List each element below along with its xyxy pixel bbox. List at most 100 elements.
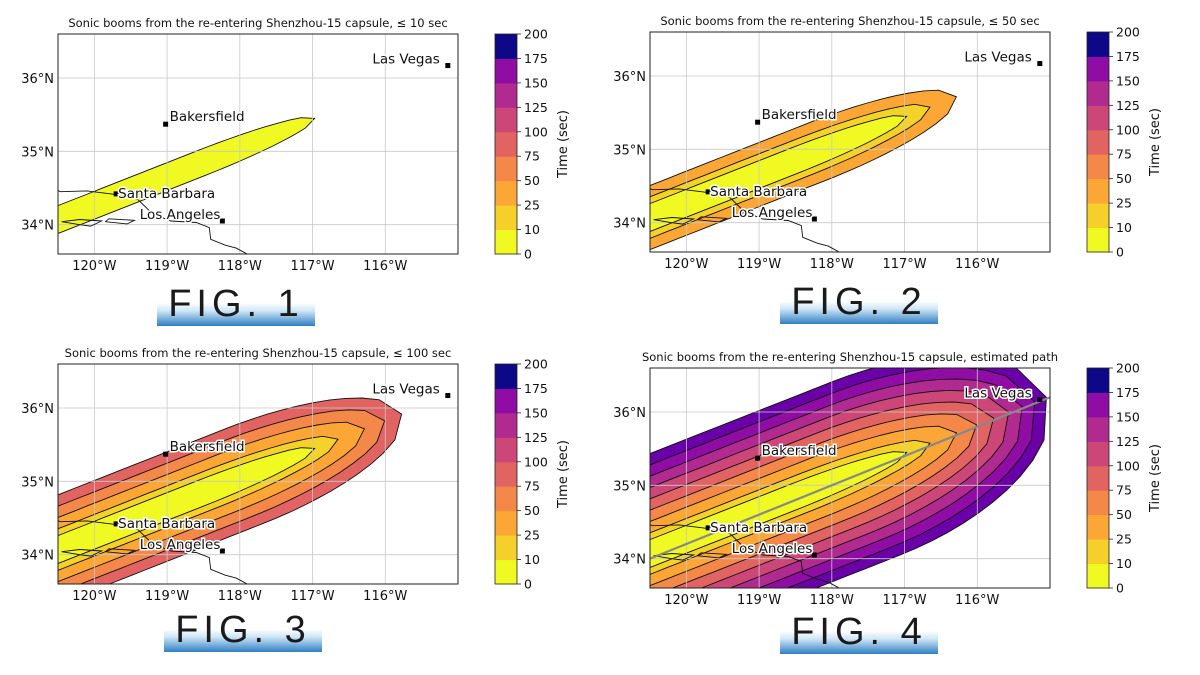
colorbar-segment	[1087, 416, 1109, 442]
city-label: Los Angeles	[732, 541, 813, 557]
y-tick-label: 35°N	[21, 145, 54, 160]
city-label: Los Angeles	[140, 537, 221, 553]
x-tick-label: 117°W	[290, 259, 334, 274]
city-label: Bakersfield	[762, 443, 837, 459]
colorbar-frame	[1086, 31, 1110, 253]
colorbar-tick-label: 125	[1116, 434, 1140, 449]
city-label: Bakersfield	[170, 439, 245, 455]
colorbar-tick-label: 200	[1116, 361, 1140, 376]
colorbar-segment	[1087, 368, 1109, 393]
x-tick-label: 116°W	[955, 593, 999, 608]
city-label: Los Angeles	[140, 207, 221, 223]
colorbar-tick-label: 75	[524, 479, 540, 494]
colorbar-segment	[1087, 32, 1109, 57]
colorbar-tick-label: 175	[1116, 49, 1140, 64]
x-tick-label: 119°W	[145, 589, 189, 604]
colorbar-segment	[1087, 178, 1109, 204]
y-tick-label: 35°N	[21, 475, 54, 490]
colorbar-segment	[1087, 203, 1109, 229]
city-marker	[705, 525, 711, 531]
city-marker	[445, 393, 451, 399]
chart-title: Sonic booms from the re-entering Shenzho…	[65, 346, 452, 360]
city-marker	[113, 521, 119, 527]
x-tick-label: 120°W	[664, 257, 708, 272]
colorbar-tick-label: 100	[1116, 122, 1140, 137]
colorbar-tick-label: 75	[1116, 483, 1132, 498]
chart-title: Sonic booms from the re-entering Shenzho…	[660, 14, 1039, 28]
island-outline	[697, 216, 729, 223]
colorbar-tick-label: 10	[524, 222, 540, 237]
island-outline	[105, 548, 137, 555]
city-label: Las Vegas	[372, 52, 440, 68]
colorbar-tick-label: 175	[1116, 385, 1140, 400]
colorbar-tick-label: 50	[524, 503, 540, 518]
contour-band-10	[58, 117, 316, 235]
colorbar-label: Time (sec)	[1148, 444, 1163, 513]
colorbar-tick-label: 10	[1116, 556, 1132, 571]
colorbar-segment	[495, 461, 517, 487]
island-outline	[653, 217, 696, 225]
island-outline	[61, 219, 104, 227]
plot-frame	[57, 33, 459, 255]
x-tick-label: 116°W	[955, 257, 999, 272]
x-tick-label: 118°W	[810, 593, 854, 608]
colorbar-segment	[495, 107, 517, 133]
chart-panel-fig3: Sonic booms from the re-entering Shenzho…	[20, 342, 600, 604]
colorbar-tick-label: 175	[524, 51, 548, 66]
y-tick-label: 34°N	[613, 217, 646, 232]
colorbar-segment	[495, 535, 517, 561]
colorbar-label: Time (sec)	[1148, 108, 1163, 177]
colorbar-tick-label: 100	[1116, 458, 1140, 473]
colorbar-tick-label: 125	[524, 100, 548, 115]
colorbar-tick-label: 25	[524, 198, 540, 213]
city-marker	[755, 455, 761, 461]
chart-panel-fig2: Sonic booms from the re-entering Shenzho…	[612, 10, 1192, 272]
colorbar-tick-label: 200	[1116, 25, 1140, 40]
colorbar-tick-label: 200	[524, 27, 548, 42]
x-tick-label: 117°W	[882, 257, 926, 272]
colorbar-segment	[1087, 563, 1109, 589]
colorbar-segment	[1087, 227, 1109, 253]
city-marker	[445, 63, 451, 69]
plot-frame	[57, 363, 459, 585]
colorbar-segment	[495, 156, 517, 182]
colorbar-frame	[494, 363, 518, 585]
colorbar-tick-label: 10	[1116, 220, 1132, 235]
colorbar-segment	[495, 559, 517, 585]
coastline	[58, 519, 248, 584]
colorbar-tick-label: 0	[1116, 245, 1124, 260]
y-tick-label: 34°N	[613, 553, 646, 568]
colorbar-tick-label: 100	[524, 454, 548, 469]
x-tick-label: 120°W	[72, 259, 116, 274]
colorbar-tick-label: 0	[524, 247, 532, 262]
city-marker	[219, 548, 225, 554]
colorbar-tick-label: 150	[524, 75, 548, 90]
city-label: Santa Barbara	[710, 520, 807, 536]
coastline	[650, 523, 840, 588]
colorbar-segment	[1087, 129, 1109, 155]
colorbar-segment	[495, 180, 517, 206]
colorbar-segment	[495, 131, 517, 157]
chart-title: Sonic booms from the re-entering Shenzho…	[68, 16, 447, 30]
city-label: Las Vegas	[964, 386, 1031, 402]
city-marker	[755, 119, 761, 125]
colorbar-tick-label: 50	[524, 173, 540, 188]
colorbar-tick-label: 175	[524, 381, 548, 396]
city-label: Santa Barbara	[710, 184, 807, 200]
y-tick-label: 36°N	[613, 406, 646, 421]
contour-band-10	[58, 447, 316, 565]
colorbar-tick-label: 200	[524, 357, 548, 372]
city-marker	[1037, 61, 1043, 67]
colorbar-tick-label: 50	[1116, 507, 1132, 522]
coastline	[650, 187, 840, 252]
city-label: Santa Barbara	[118, 186, 215, 202]
colorbar-tick-label: 25	[524, 528, 540, 543]
city-label: Las Vegas	[372, 382, 440, 398]
x-tick-label: 118°W	[810, 257, 854, 272]
colorbar-tick-label: 125	[1116, 98, 1140, 113]
plot-frame	[649, 367, 1051, 589]
x-tick-label: 119°W	[737, 593, 781, 608]
city-marker	[163, 451, 169, 457]
island-outline	[697, 552, 729, 559]
chart-panel-fig1: Sonic booms from the re-entering Shenzho…	[20, 12, 600, 274]
